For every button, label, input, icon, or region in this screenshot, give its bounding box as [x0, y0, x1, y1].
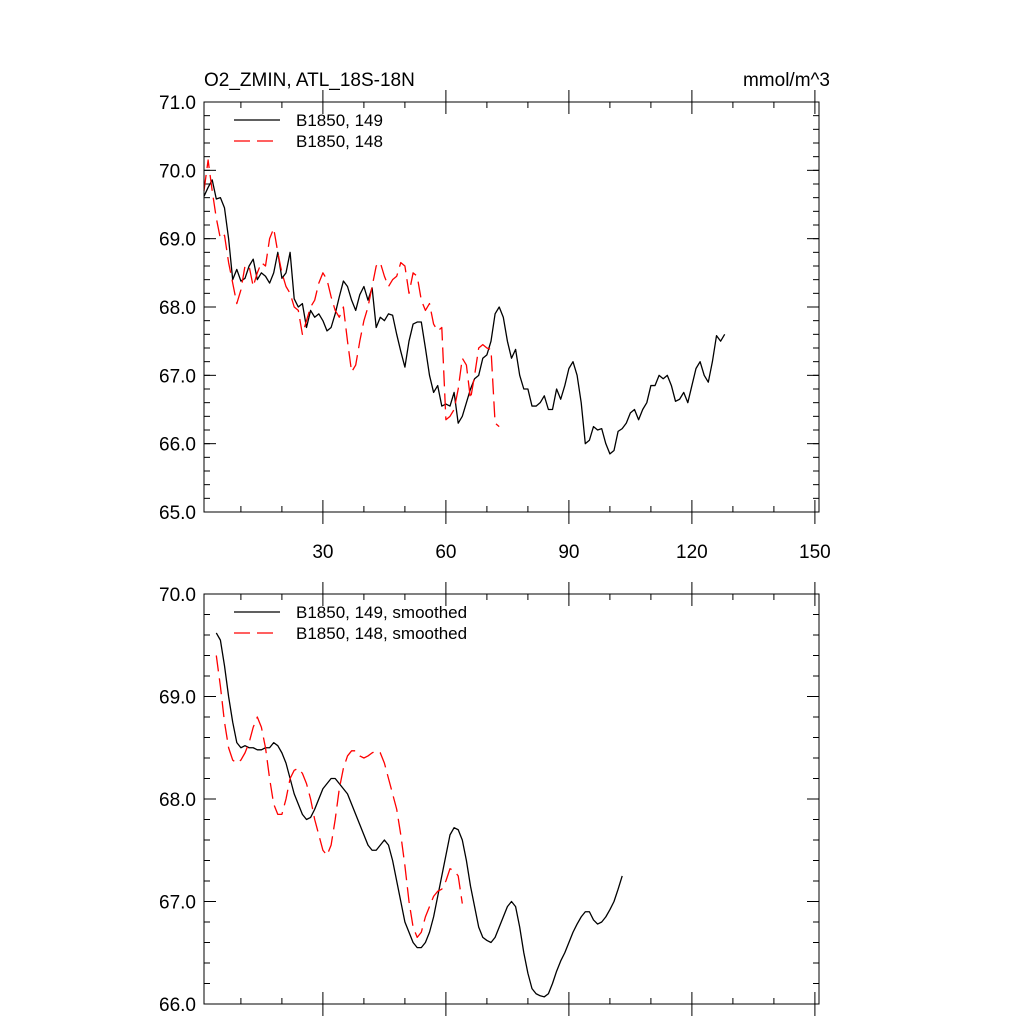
- series-line-1: [203, 159, 500, 428]
- series-line-0: [215, 632, 623, 998]
- y-tick-label: 71.0: [159, 93, 196, 114]
- x-tick-label: 150: [799, 542, 831, 563]
- y-tick-label: 70.0: [159, 585, 196, 606]
- legend-label: B1850, 148, smoothed: [296, 624, 467, 643]
- x-tick-label: 60: [435, 542, 456, 563]
- y-tick-label: 70.0: [159, 161, 196, 182]
- x-tick-label: 30: [312, 542, 333, 563]
- y-tick-label: 66.0: [159, 435, 196, 456]
- legend-label: B1850, 148: [296, 132, 383, 151]
- plot-frame: [203, 593, 820, 1005]
- y-tick-label: 68.0: [159, 790, 196, 811]
- bottom-chart-panel: 66.0 67.0 68.0 69.0 70.0 B1850, 149, smoothe…: [159, 582, 820, 1016]
- legend: B1850, 149, smoothed B1850, 148, smoothed: [234, 603, 467, 643]
- y-tick-label: 65.0: [159, 503, 196, 524]
- legend: B1850, 149 B1850, 148: [234, 111, 383, 151]
- y-tick-label: 67.0: [159, 893, 196, 914]
- legend-label: B1850, 149, smoothed: [296, 603, 467, 622]
- series-line-0: [203, 179, 726, 455]
- y-tick-label: 69.0: [159, 688, 196, 709]
- y-tick-label: 67.0: [159, 366, 196, 387]
- plot-frame: [203, 101, 820, 513]
- y-tick-label: 69.0: [159, 230, 196, 251]
- chart-units: mmol/m^3: [743, 70, 830, 91]
- top-chart-panel: O2_ZMIN, ATL_18S-18N mmol/m^3 65.0 66.0 67…: [159, 70, 831, 563]
- y-tick-label: 66.0: [159, 995, 196, 1016]
- y-tick-label: 68.0: [159, 298, 196, 319]
- x-tick-label: 90: [558, 542, 579, 563]
- series-line-1: [215, 655, 463, 939]
- legend-label: B1850, 149: [296, 111, 383, 130]
- x-tick-label: 120: [676, 542, 708, 563]
- chart-title: O2_ZMIN, ATL_18S-18N: [204, 70, 415, 91]
